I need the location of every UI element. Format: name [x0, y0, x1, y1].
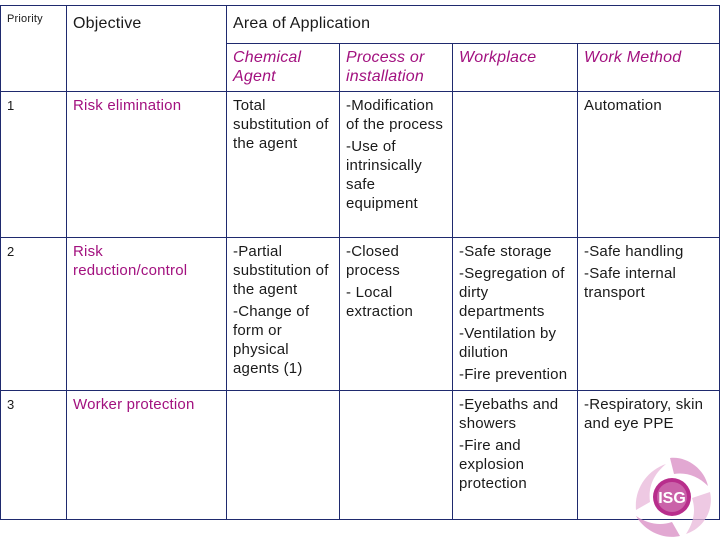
- table-row: 2 Risk reduction/control -Partial substi…: [0, 237, 720, 391]
- workplace-cell: -Safe storage -Segregation of dirty depa…: [452, 237, 578, 391]
- cell-line: -Use of intrinsically safe equipment: [346, 138, 422, 212]
- cell-line: -Safe internal transport: [584, 265, 677, 301]
- cell-line: -Partial substitution of the agent: [233, 243, 329, 298]
- process-header: Process or installation: [339, 43, 453, 92]
- work-method-header: Work Method: [576, 43, 720, 92]
- objective-header: Objective: [66, 5, 227, 92]
- cell-line: -Change of form or physical agents (1): [233, 303, 310, 377]
- workplace-header: Workplace: [452, 43, 578, 92]
- process-cell: -Modification of the process -Use of int…: [339, 91, 453, 238]
- cell-line: -Segregation of dirty departments: [459, 265, 565, 320]
- cell-line: -Closed process: [346, 243, 400, 279]
- cell-line: -Safe handling: [584, 243, 684, 260]
- objective-cell: Risk elimination: [66, 91, 227, 238]
- table-row: 3 Worker protection -Eyebaths and shower…: [0, 390, 720, 520]
- objective-cell: Worker protection: [66, 390, 227, 520]
- cell-line: Automation: [584, 97, 662, 114]
- work-method-cell: Automation: [576, 91, 720, 238]
- cell-line: Total substitution of the agent: [233, 97, 329, 152]
- cell-line: - Local extraction: [346, 284, 414, 320]
- chemical-agent-cell: Total substitution of the agent: [226, 91, 340, 238]
- workplace-cell: -Eyebaths and showers -Fire and explosio…: [452, 390, 578, 520]
- cell-line: -Fire and explosion protection: [459, 437, 527, 492]
- cell-line: -Ventilation by dilution: [459, 325, 557, 361]
- process-cell: [339, 390, 453, 520]
- process-cell: -Closed process - Local extraction: [339, 237, 453, 391]
- cell-line: -Modification of the process: [346, 97, 444, 133]
- cell-line: -Eyebaths and showers: [459, 396, 559, 432]
- work-method-cell: -Safe handling -Safe internal transport: [576, 237, 720, 391]
- cell-line: -Safe storage: [459, 243, 552, 260]
- cell-line: -Respiratory, skin and eye PPE: [584, 396, 704, 432]
- work-method-cell: -Respiratory, skin and eye PPE: [576, 390, 720, 520]
- objective-cell: Risk reduction/control: [66, 237, 227, 391]
- chemical-agent-header: Chemical Agent: [226, 43, 340, 92]
- table-row: 1 Risk elimination Total substitution of…: [0, 91, 720, 238]
- priority-header: Priority: [0, 5, 67, 92]
- priority-cell: 1: [0, 91, 67, 238]
- area-of-application-header: Area of Application: [225, 5, 720, 44]
- objective-header-label: Objective: [73, 15, 142, 32]
- header-row: Priority Objective Area of Application: [0, 5, 720, 92]
- priority-cell: 3: [0, 390, 67, 520]
- workplace-cell: [452, 91, 578, 238]
- risk-priority-table: Priority Objective Area of Application C…: [0, 5, 720, 520]
- chemical-agent-cell: [226, 390, 340, 520]
- priority-cell: 2: [0, 237, 67, 391]
- chemical-agent-cell: -Partial substitution of the agent -Chan…: [226, 237, 340, 391]
- subheader-row: Chemical Agent Process or installation W…: [1, 43, 720, 92]
- cell-line: -Fire prevention: [459, 366, 568, 383]
